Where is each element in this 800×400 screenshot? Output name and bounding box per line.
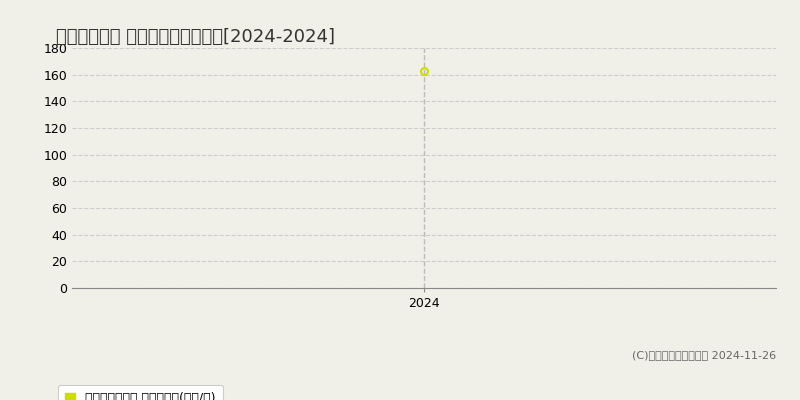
Text: 高知市大川筋 マンション価格推移[2024-2024]: 高知市大川筋 マンション価格推移[2024-2024]: [56, 28, 335, 46]
Legend: マンション価格 平均坪単価(万円/坪): マンション価格 平均坪単価(万円/坪): [58, 385, 223, 400]
Text: (C)土地価格ドットコム 2024-11-26: (C)土地価格ドットコム 2024-11-26: [632, 350, 776, 360]
